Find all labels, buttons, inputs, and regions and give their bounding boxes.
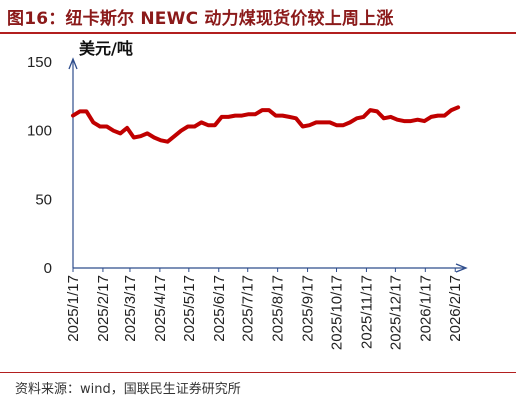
title-divider <box>0 32 516 34</box>
x-tick-label: 2025/4/17 <box>152 275 169 342</box>
y-tick-label: 50 <box>35 191 52 208</box>
x-tick-label: 2025/1/17 <box>65 275 82 342</box>
x-tick-label: 2025/11/17 <box>358 275 375 349</box>
series-line <box>71 105 461 144</box>
axes-group <box>68 57 468 273</box>
x-tick-label: 2026/2/17 <box>447 275 464 342</box>
x-axis-arrow-icon <box>455 263 468 273</box>
x-tick-label: 2025/5/17 <box>181 275 198 342</box>
x-tick-label: 2025/2/17 <box>95 275 112 342</box>
x-tick-label: 2025/3/17 <box>122 275 139 342</box>
x-tick-label: 2025/10/17 <box>329 275 346 350</box>
y-tick-labels: 0 50 100 150 <box>27 54 52 277</box>
chart-title: 图16：纽卡斯尔 NEWC 动力煤现货价较上周上涨 <box>7 9 394 29</box>
source-divider <box>0 372 516 373</box>
y-axis-arrow-icon <box>68 57 78 70</box>
x-tick-label: 2026/1/17 <box>417 275 434 342</box>
x-tick-label: 2025/12/17 <box>387 275 404 350</box>
y-tick-label: 0 <box>44 260 52 277</box>
y-tick-label: 150 <box>27 54 52 71</box>
x-tick-label: 2025/6/17 <box>211 275 228 342</box>
x-tick-label: 2025/9/17 <box>300 275 317 342</box>
y-tick-label: 100 <box>27 123 52 140</box>
y-axis-unit-label: 美元/吨 <box>79 39 133 58</box>
x-tick-label: 2025/8/17 <box>270 275 287 342</box>
series-group <box>71 105 461 144</box>
x-tick-labels: 2025/1/17 2025/2/17 2025/3/17 2025/4/17 2025… <box>65 268 464 350</box>
x-tick-label: 2025/7/17 <box>240 275 257 342</box>
source-note: 资料来源：wind，国联民生证券研究所 <box>15 382 241 397</box>
